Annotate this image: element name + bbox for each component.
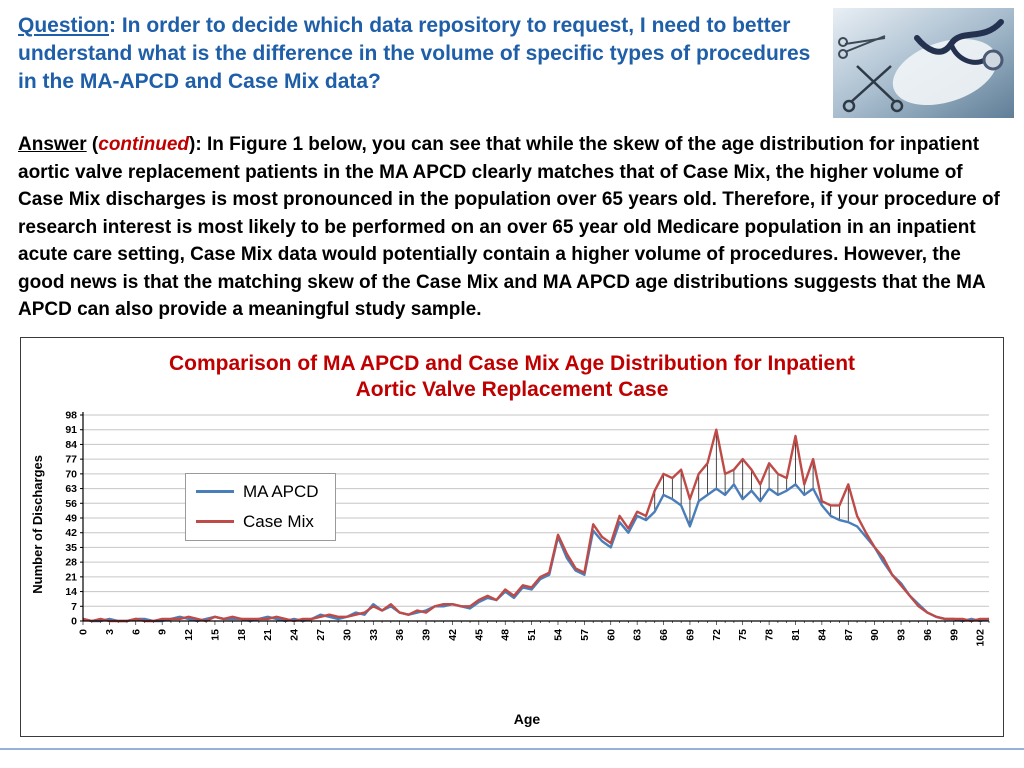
svg-text:30: 30 <box>341 628 353 640</box>
svg-text:66: 66 <box>658 628 670 640</box>
svg-text:21: 21 <box>65 571 77 583</box>
svg-text:12: 12 <box>183 628 195 640</box>
chart-area: Number of Discharges 0 7 14 21 28 35 42 49 56 63 7… <box>21 409 1003 711</box>
svg-text:99: 99 <box>948 628 960 640</box>
figure-1-chart-panel: Comparison of MA APCD and Case Mix Age D… <box>20 337 1004 737</box>
svg-text:48: 48 <box>500 628 512 640</box>
svg-text:91: 91 <box>65 424 77 436</box>
y-axis-title-column: Number of Discharges <box>21 409 53 711</box>
svg-text:84: 84 <box>65 438 77 450</box>
svg-text:90: 90 <box>869 628 881 640</box>
question-label: Question <box>18 14 110 37</box>
svg-text:63: 63 <box>65 483 77 495</box>
svg-text:51: 51 <box>526 628 538 640</box>
svg-text:42: 42 <box>65 527 77 539</box>
svg-text:14: 14 <box>65 586 77 598</box>
question-body: : In order to decide which data reposito… <box>18 14 811 94</box>
svg-text:98: 98 <box>65 409 77 421</box>
svg-text:49: 49 <box>65 512 77 524</box>
svg-text:0: 0 <box>71 615 77 627</box>
chart-title-line-2: Aortic Valve Replacement Case <box>355 378 669 402</box>
svg-text:45: 45 <box>473 628 485 640</box>
svg-text:78: 78 <box>764 628 776 640</box>
slide-footer-accent-rule <box>0 748 1024 750</box>
answer-label: Answer <box>18 134 87 155</box>
svg-text:72: 72 <box>711 628 723 640</box>
svg-text:3: 3 <box>104 628 116 634</box>
ma-apcd-line-swatch <box>196 490 234 493</box>
svg-text:15: 15 <box>209 628 221 640</box>
svg-text:93: 93 <box>896 628 908 640</box>
svg-text:81: 81 <box>790 628 802 640</box>
stethoscope-icon <box>914 19 1004 71</box>
case-mix-line-swatch <box>196 520 234 523</box>
svg-text:56: 56 <box>65 497 77 509</box>
legend-item-ma-apcd: MA APCD <box>196 482 319 502</box>
svg-text:102: 102 <box>975 628 987 646</box>
svg-text:96: 96 <box>922 628 934 640</box>
legend-label-case-mix: Case Mix <box>243 511 314 531</box>
svg-text:0: 0 <box>78 628 90 634</box>
question-text: Question: In order to decide which data … <box>18 12 823 96</box>
svg-text:27: 27 <box>315 628 327 640</box>
svg-text:57: 57 <box>579 628 591 640</box>
chart-title-line-1: Comparison of MA APCD and Case Mix Age D… <box>168 352 856 375</box>
svg-text:21: 21 <box>262 628 274 640</box>
medical-instruments-image <box>833 8 1014 118</box>
svg-text:33: 33 <box>368 628 380 640</box>
legend-label-ma-apcd: MA APCD <box>243 481 319 501</box>
answer-text: Answer (continued): In Figure 1 below, y… <box>18 131 1010 324</box>
x-axis-title: Age <box>513 710 541 727</box>
svg-text:24: 24 <box>289 628 301 640</box>
answer-paren-close: ) <box>189 134 196 155</box>
svg-text:69: 69 <box>684 628 696 640</box>
svg-text:28: 28 <box>65 556 77 568</box>
svg-text:84: 84 <box>816 628 828 640</box>
svg-text:36: 36 <box>394 628 406 640</box>
svg-text:63: 63 <box>632 628 644 640</box>
svg-text:54: 54 <box>552 628 564 640</box>
cloth-shape <box>892 38 998 106</box>
answer-body: : In Figure 1 below, you can see that wh… <box>18 134 1000 321</box>
svg-text:42: 42 <box>447 628 459 640</box>
y-axis-title: Number of Discharges <box>29 455 45 594</box>
plot-area: 0 7 14 21 28 35 42 49 56 63 70 77 84 91 98 0 3 6 9 12 15 18 21… <box>53 409 1003 711</box>
answer-continued-label: continued <box>98 134 190 155</box>
svg-text:6: 6 <box>130 628 142 634</box>
svg-text:9: 9 <box>157 628 169 634</box>
answer-paren-open: ( <box>86 134 99 155</box>
svg-text:39: 39 <box>421 628 433 640</box>
scissors-icon <box>842 65 904 113</box>
svg-text:60: 60 <box>605 628 617 640</box>
svg-text:18: 18 <box>236 628 248 640</box>
svg-text:77: 77 <box>65 453 77 465</box>
svg-text:7: 7 <box>71 600 77 612</box>
svg-text:70: 70 <box>65 468 77 480</box>
legend-item-case-mix: Case Mix <box>196 512 319 532</box>
forceps-icon <box>838 35 886 59</box>
chart-legend: MA APCD Case Mix <box>185 472 336 541</box>
svg-text:87: 87 <box>843 628 855 640</box>
chart-title: Comparison of MA APCD and Case Mix Age D… <box>21 351 1003 404</box>
svg-text:75: 75 <box>737 628 749 640</box>
svg-text:35: 35 <box>65 541 77 553</box>
